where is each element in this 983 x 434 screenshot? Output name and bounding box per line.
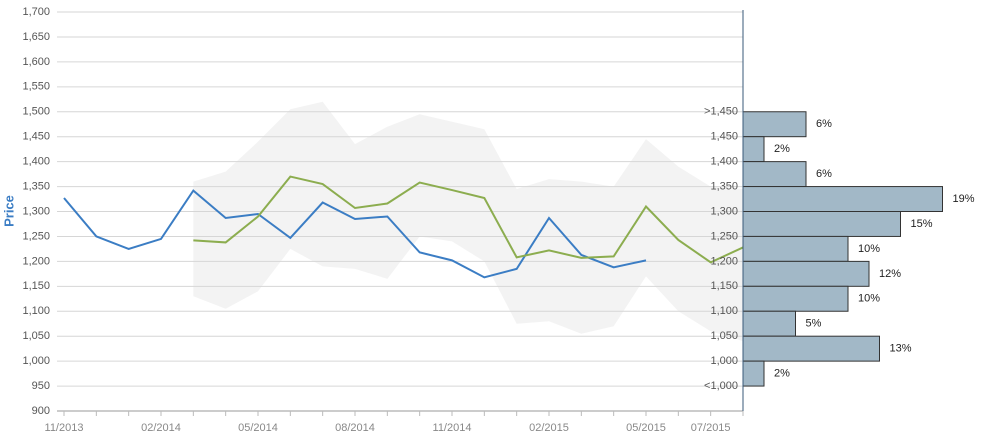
y-tick-label: 1,500: [22, 106, 50, 118]
data-label: 5%: [806, 318, 822, 330]
x-tick-label: 02/2015: [529, 422, 569, 434]
y-tick-label: 1,700: [22, 6, 50, 18]
bin-label: 1,300: [710, 205, 738, 217]
data-label: 2%: [774, 143, 790, 155]
bin-label: 1,450: [710, 131, 738, 143]
y-tick-label: 1,200: [22, 255, 50, 267]
histogram-bar: [742, 335, 880, 362]
y-tick-label: 1,250: [22, 230, 50, 242]
series-line: [193, 175, 744, 264]
data-label: 6%: [816, 118, 832, 130]
y-tick-label: 1,600: [22, 56, 50, 68]
bin-label: 1,000: [710, 355, 738, 367]
y-tick-label: 950: [32, 380, 50, 392]
histogram-bar: [742, 360, 765, 387]
bin-label: 1,150: [710, 280, 738, 292]
histogram-bar: [742, 260, 870, 287]
bin-label: 1,400: [710, 156, 738, 168]
x-tick-label: 05/2014: [238, 422, 278, 434]
data-label: 6%: [816, 168, 832, 180]
x-tick-label: 07/2015: [691, 422, 731, 434]
x-tick-label: 02/2014: [141, 422, 181, 434]
bin-label: 1,250: [710, 230, 738, 242]
data-label: 2%: [774, 368, 790, 380]
bin-label: 1,050: [710, 330, 738, 342]
bin-label: 1,350: [710, 180, 738, 192]
y-tick-label: 1,450: [22, 131, 50, 143]
y-tick-label: 1,650: [22, 31, 50, 43]
bin-label: <1,000: [704, 380, 738, 392]
y-tick-label: 1,150: [22, 280, 50, 292]
histogram-bar: [742, 211, 901, 237]
y-tick-label: 1,100: [22, 305, 50, 317]
data-label: 10%: [858, 293, 880, 305]
histogram-bar: [742, 285, 849, 312]
histogram-bar: [742, 161, 807, 188]
histogram-bar: [742, 136, 765, 163]
data-label: 19%: [953, 193, 975, 205]
y-axis-title: Price: [1, 195, 16, 227]
y-tick-label: 1,300: [22, 205, 50, 217]
y-tick-label: 1,000: [22, 355, 50, 367]
y-tick-label: 1,350: [22, 180, 50, 192]
data-label: 10%: [858, 243, 880, 255]
y-tick-label: 1,400: [22, 156, 50, 168]
series-line: [63, 189, 647, 279]
bin-label: 1,200: [710, 255, 738, 267]
x-tick-label: 11/2014: [433, 422, 472, 434]
data-label: 15%: [911, 218, 933, 230]
histogram-bar: [742, 186, 943, 212]
y-tick-label: 900: [32, 405, 50, 417]
x-tick-label: 08/2014: [335, 422, 375, 434]
bin-label: 1,100: [710, 305, 738, 317]
histogram-bar: [742, 111, 807, 138]
histogram-bar: [742, 235, 849, 262]
data-label: 12%: [879, 268, 901, 280]
y-tick-label: 1,550: [22, 81, 50, 93]
bin-label: >1,450: [704, 106, 738, 118]
histogram-bar: [742, 310, 796, 337]
x-tick-label: 11/2013: [45, 422, 84, 434]
y-tick-label: 1,050: [22, 330, 50, 342]
x-tick-label: 05/2015: [626, 422, 666, 434]
data-label: 13%: [890, 343, 912, 355]
